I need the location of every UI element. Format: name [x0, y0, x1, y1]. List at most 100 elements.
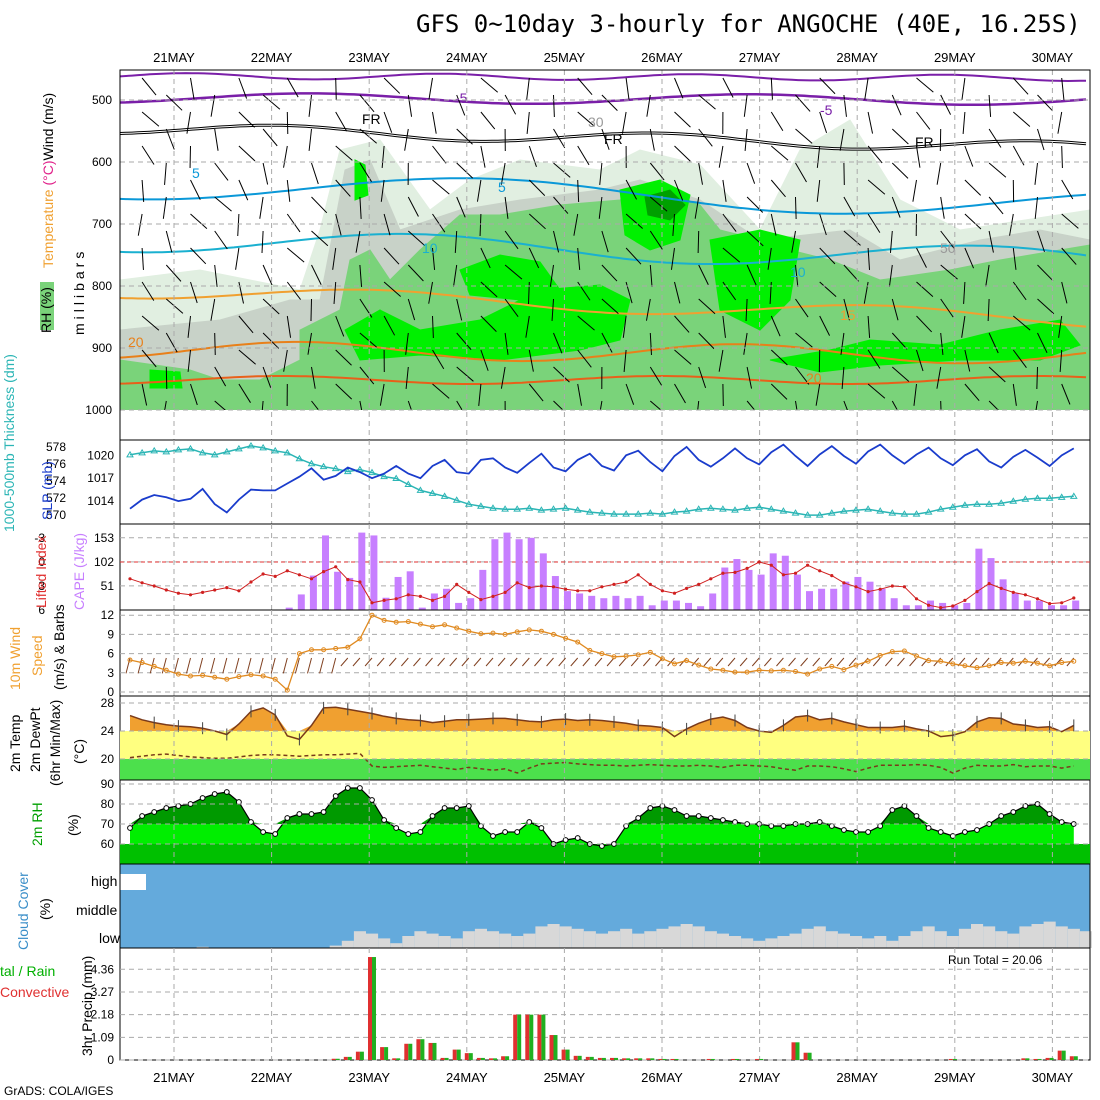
precip-total-bar: [626, 1058, 631, 1060]
low-cloud-bar: [1007, 933, 1020, 948]
band-below-20: [120, 759, 1090, 780]
wind-barb: [916, 315, 933, 333]
wind-speed-point: [901, 648, 907, 654]
thickness-tick-label: 578: [46, 440, 66, 454]
wind-barb: [238, 179, 249, 201]
wind-barb: [601, 264, 618, 282]
wind-barb: [210, 298, 216, 321]
surface-wind-barb: [788, 657, 796, 667]
temperature-contours: [120, 72, 1087, 385]
wind-speed-point: [659, 656, 665, 662]
wind-barb: [988, 196, 1004, 215]
li-point: [612, 582, 616, 587]
precip-convective-bar: [343, 1056, 348, 1060]
wind-speed-point: [248, 672, 254, 678]
surface-wind-barb: [546, 657, 554, 667]
thickness-point: [646, 509, 655, 516]
precip-convective-bar: [1045, 1057, 1050, 1060]
rh-point: [490, 833, 496, 839]
contour-label: FR: [915, 134, 934, 150]
wind-axis-label-1: 10m Wind: [7, 627, 23, 690]
wind-barb: [1012, 383, 1017, 406]
li-point: [467, 590, 471, 595]
wind-barb: [577, 111, 595, 127]
wind-barb: [843, 400, 848, 410]
contour-label: 5: [498, 179, 506, 195]
wind-barb: [526, 77, 530, 100]
thickness-point: [259, 443, 267, 451]
date-label-top: 24MAY: [446, 50, 488, 65]
surface-wind-barb: [836, 657, 845, 667]
wind-barb: [311, 196, 328, 214]
wind-barb: [649, 400, 662, 410]
wind-speed-point: [224, 676, 230, 682]
rh-panel: 90 80 70 60 2m RH (%): [29, 777, 1091, 865]
surface-wind-barb: [210, 657, 216, 674]
cape-bar: [999, 579, 1007, 610]
rh-axis-label: RH (%): [38, 287, 54, 333]
wind-barb: [141, 247, 144, 270]
wind-barb: [332, 247, 337, 270]
low-cloud-bar: [1031, 924, 1044, 948]
surface-wind-barb: [509, 657, 518, 667]
precip-convective-bar: [755, 1058, 760, 1060]
wind-barb: [432, 179, 450, 195]
wind-barb: [286, 315, 292, 338]
wind-barb: [238, 349, 256, 365]
low-cloud-bar: [910, 931, 923, 948]
wind-barb: [551, 298, 554, 321]
wind-barb: [335, 111, 348, 132]
wind-barb: [238, 145, 256, 162]
precip-convective-bar: [1069, 1056, 1074, 1060]
wind-speed-point: [188, 673, 193, 679]
wind-barb: [867, 145, 883, 164]
wind-barb: [577, 247, 581, 270]
surface-wind-barb: [824, 657, 833, 667]
wind-barb: [840, 332, 845, 355]
wind-speed-point: [212, 674, 218, 680]
wind-barb: [283, 349, 288, 372]
precip-convective-bar: [1033, 1058, 1038, 1060]
surface-wind-barb: [388, 657, 397, 667]
wind-barb: [722, 315, 726, 338]
li-tick-label: 0: [38, 555, 45, 569]
surface-wind-barb: [642, 657, 651, 667]
wind-barb: [649, 230, 663, 250]
li-point: [600, 585, 604, 589]
li-point: [237, 589, 241, 593]
li-point: [551, 585, 556, 589]
wind-barb: [816, 179, 821, 202]
wind-speed-point: [672, 661, 677, 667]
precip-tick-label: 3.27: [91, 985, 115, 999]
wind-barb: [674, 77, 684, 99]
precip-total-bar: [444, 1057, 449, 1060]
wind-barb: [141, 77, 157, 96]
thickness-tick-label: 574: [46, 474, 66, 488]
date-label-top: 27MAY: [739, 50, 781, 65]
thickness-point: [682, 507, 691, 514]
precip-total-bar: [1061, 1050, 1066, 1060]
thickness-point: [1021, 495, 1030, 502]
li-point: [273, 574, 277, 579]
wind-barb: [383, 247, 400, 265]
wind-barb: [1012, 247, 1017, 270]
li-point: [479, 598, 483, 602]
wind-barb: [698, 298, 716, 315]
surface-wind-barb: [352, 657, 361, 667]
precip-total-bar: [1073, 1056, 1078, 1060]
surface-wind-barb: [703, 657, 712, 667]
thickness-point: [368, 468, 376, 476]
rh-point: [381, 817, 388, 823]
cape-bar: [539, 553, 547, 610]
surface-wind-barb: [763, 657, 772, 667]
low-cloud-bar: [499, 933, 512, 948]
wind-barbs: [137, 77, 1079, 410]
wind-speed-point: [732, 669, 738, 675]
wind-barb: [1034, 196, 1038, 219]
li-point: [249, 580, 253, 584]
wind-barb: [722, 247, 741, 263]
li-point: [709, 577, 713, 581]
wind-speed-point: [321, 647, 327, 653]
low-cloud-bar: [716, 933, 729, 948]
wind-barb: [577, 383, 582, 406]
